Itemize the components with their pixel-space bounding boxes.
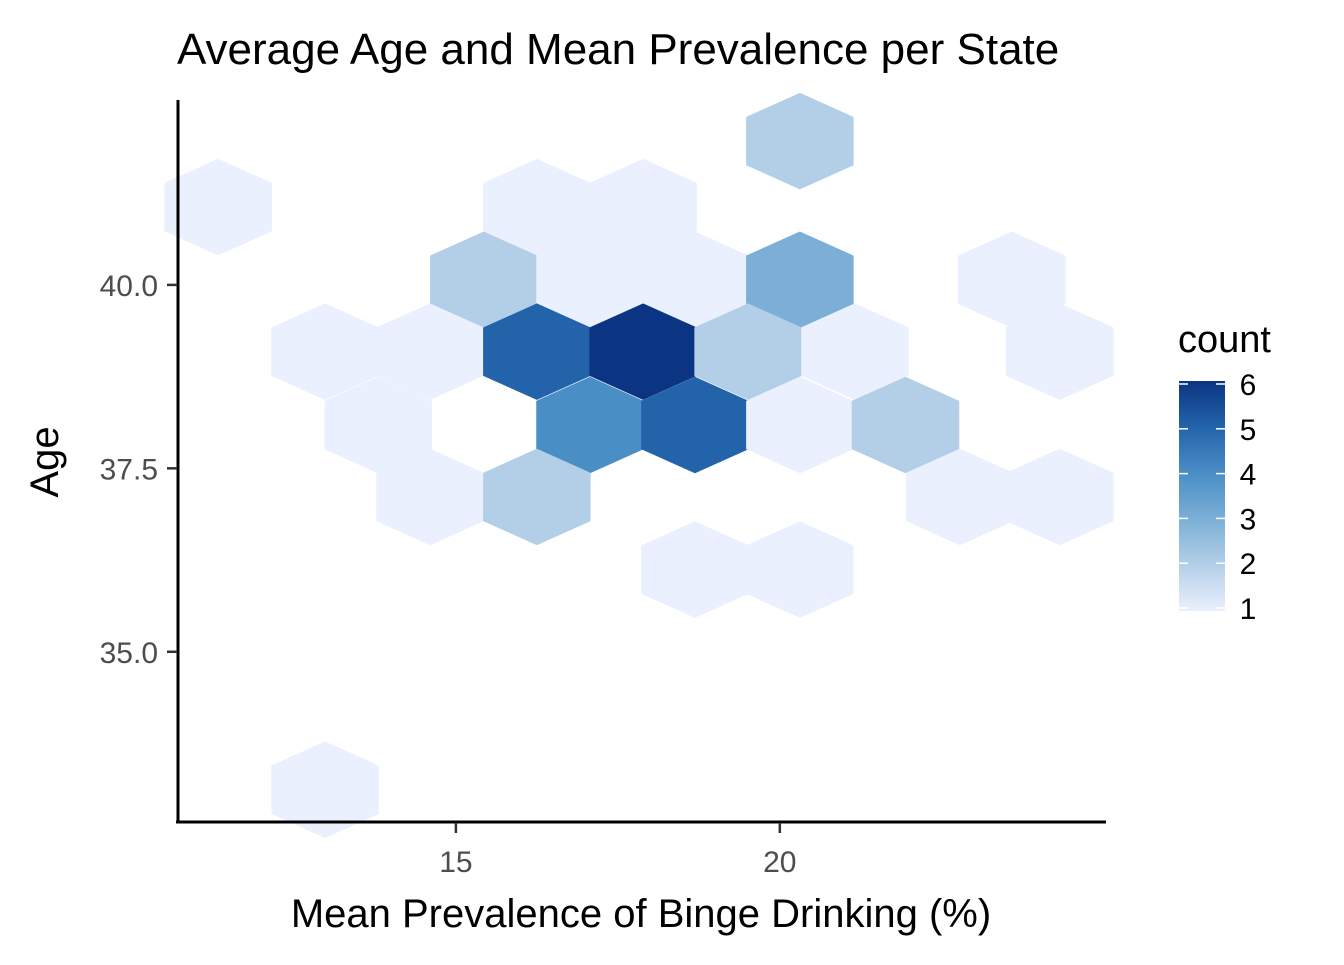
legend-tick-label: 4 <box>1240 459 1257 492</box>
legend-tick-label: 1 <box>1240 593 1257 626</box>
legend: count 1 2 3 4 5 6 <box>1178 319 1271 626</box>
y-tick-label: 35.0 <box>100 637 158 670</box>
legend-tick-label: 5 <box>1240 414 1257 447</box>
x-axis-label: Mean Prevalence of Binge Drinking (%) <box>291 892 991 936</box>
chart-title: Average Age and Mean Prevalence per Stat… <box>177 25 1059 74</box>
hex-bin <box>483 448 591 546</box>
hex-bin <box>851 376 960 474</box>
hex-layer <box>164 92 1114 838</box>
hex-bin <box>641 521 749 618</box>
legend-ticks: 1 2 3 4 5 6 <box>1179 369 1256 626</box>
hex-bin <box>1005 448 1114 546</box>
x-tick-label: 15 <box>439 846 472 879</box>
x-tick-label: 20 <box>763 846 796 879</box>
y-axis-ticks: 35.0 37.5 40.0 <box>100 270 177 670</box>
hex-bin <box>1005 303 1114 400</box>
legend-colorbar <box>1179 381 1225 611</box>
y-axis-label: Age <box>23 426 67 497</box>
hex-bin <box>271 741 379 838</box>
y-tick-label: 40.0 <box>100 270 158 303</box>
legend-tick-label: 2 <box>1240 548 1257 581</box>
x-axis-ticks: 15 20 <box>439 823 796 879</box>
legend-tick-label: 3 <box>1240 503 1257 536</box>
y-tick-label: 37.5 <box>100 453 158 486</box>
hex-bin <box>746 92 854 190</box>
hex-bin <box>746 521 854 618</box>
hex-bin <box>164 158 272 256</box>
legend-tick-label: 6 <box>1240 369 1257 402</box>
legend-title: count <box>1178 319 1271 361</box>
